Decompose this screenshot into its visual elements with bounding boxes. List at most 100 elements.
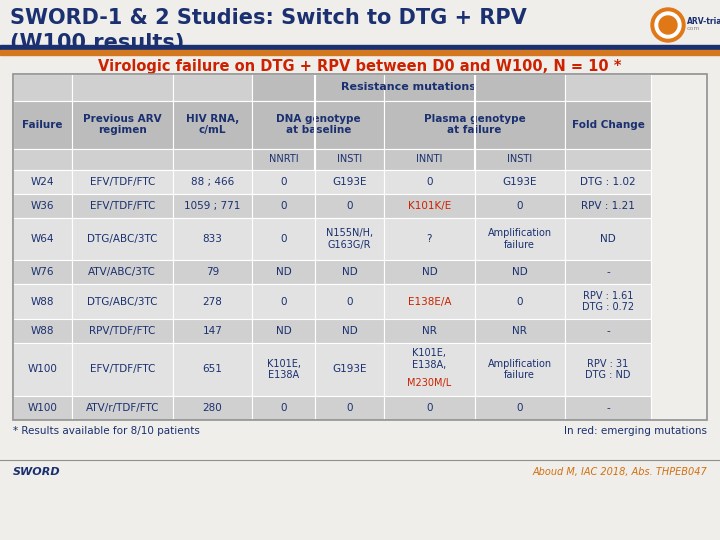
Bar <box>253 100 384 148</box>
Text: 278: 278 <box>202 296 222 307</box>
Bar <box>253 260 315 284</box>
Bar <box>253 194 315 218</box>
Bar <box>173 343 253 396</box>
Text: EFV/TDF/FTC: EFV/TDF/FTC <box>89 364 155 374</box>
Text: W64: W64 <box>31 234 54 244</box>
Bar <box>72 396 173 420</box>
Text: N155N/H,
G163G/R: N155N/H, G163G/R <box>326 228 373 250</box>
Bar <box>72 343 173 396</box>
Text: SWORD-1 & 2 Studies: Switch to DTG + RPV: SWORD-1 & 2 Studies: Switch to DTG + RPV <box>10 8 527 28</box>
Text: ND: ND <box>276 267 292 277</box>
Text: 0: 0 <box>346 296 353 307</box>
Bar <box>474 343 564 396</box>
Text: RPV : 1.61
DTG : 0.72: RPV : 1.61 DTG : 0.72 <box>582 291 634 312</box>
Bar <box>72 74 173 100</box>
Text: 0: 0 <box>426 403 433 413</box>
Bar <box>253 319 315 343</box>
Text: NR: NR <box>422 326 437 336</box>
Text: Resistance mutations: Resistance mutations <box>341 82 476 92</box>
Bar <box>315 148 384 170</box>
Bar <box>474 74 564 100</box>
Bar <box>173 260 253 284</box>
Bar <box>72 170 173 194</box>
Text: 1059 ; 771: 1059 ; 771 <box>184 201 240 211</box>
Bar <box>13 284 72 319</box>
Bar <box>13 100 72 148</box>
Text: ARV-trials: ARV-trials <box>687 17 720 26</box>
Bar <box>384 194 474 218</box>
Bar <box>13 396 72 420</box>
Bar <box>564 284 652 319</box>
Text: G193E: G193E <box>333 177 366 187</box>
Text: HIV RNA,
c/mL: HIV RNA, c/mL <box>186 114 239 136</box>
Bar <box>253 170 315 194</box>
Text: G193E: G193E <box>333 364 366 374</box>
Text: 0: 0 <box>516 201 523 211</box>
Bar <box>0 45 720 50</box>
Bar <box>13 74 707 420</box>
Text: 0: 0 <box>516 296 523 307</box>
Text: M230M/L: M230M/L <box>408 378 451 388</box>
Text: (W100 results): (W100 results) <box>10 33 184 53</box>
Bar <box>564 260 652 284</box>
Bar <box>173 170 253 194</box>
Bar <box>474 194 564 218</box>
Bar <box>72 260 173 284</box>
Bar <box>315 260 384 284</box>
Bar <box>384 74 474 100</box>
Bar <box>564 194 652 218</box>
Text: Aboud M, IAC 2018, Abs. THPEB047: Aboud M, IAC 2018, Abs. THPEB047 <box>532 467 707 477</box>
Text: DTG/ABC/3TC: DTG/ABC/3TC <box>87 234 158 244</box>
Text: INSTI: INSTI <box>337 154 362 164</box>
Bar <box>72 148 173 170</box>
Text: 0: 0 <box>516 403 523 413</box>
Text: EFV/TDF/FTC: EFV/TDF/FTC <box>89 201 155 211</box>
Text: W36: W36 <box>31 201 54 211</box>
Bar <box>384 218 474 260</box>
Text: 0: 0 <box>280 403 287 413</box>
Text: 280: 280 <box>202 403 222 413</box>
Bar <box>315 343 384 396</box>
Bar <box>173 284 253 319</box>
Bar <box>315 319 384 343</box>
Text: RPV : 31
DTG : ND: RPV : 31 DTG : ND <box>585 359 631 380</box>
Text: Virologic failure on DTG + RPV between D0 and W100, N = 10 *: Virologic failure on DTG + RPV between D… <box>98 59 622 74</box>
Bar <box>384 100 564 148</box>
Bar <box>315 194 384 218</box>
Text: INSTI: INSTI <box>507 154 532 164</box>
Bar <box>13 194 72 218</box>
Text: W76: W76 <box>31 267 54 277</box>
Text: EFV/TDF/FTC: EFV/TDF/FTC <box>89 177 155 187</box>
Bar <box>173 396 253 420</box>
Bar <box>13 260 72 284</box>
Text: 0: 0 <box>346 201 353 211</box>
Bar <box>564 170 652 194</box>
Text: W88: W88 <box>31 326 54 336</box>
Text: 0: 0 <box>280 201 287 211</box>
Bar <box>564 319 652 343</box>
Bar <box>384 396 474 420</box>
Bar <box>384 284 474 319</box>
Bar <box>384 148 474 170</box>
Wedge shape <box>655 12 681 38</box>
Text: -: - <box>606 267 610 277</box>
Text: Amplification
failure: Amplification failure <box>487 228 552 250</box>
Text: ATV/r/TDF/FTC: ATV/r/TDF/FTC <box>86 403 159 413</box>
Text: W100: W100 <box>27 364 58 374</box>
Bar <box>72 218 173 260</box>
Bar <box>72 284 173 319</box>
Text: com: com <box>687 26 701 31</box>
Bar <box>13 148 72 170</box>
Text: DTG : 1.02: DTG : 1.02 <box>580 177 636 187</box>
Bar <box>474 396 564 420</box>
Bar <box>315 284 384 319</box>
Text: ATV/ABC/3TC: ATV/ABC/3TC <box>89 267 156 277</box>
Bar <box>564 74 652 100</box>
Text: 0: 0 <box>426 177 433 187</box>
Bar <box>173 148 253 170</box>
Bar <box>13 170 72 194</box>
Bar <box>384 170 474 194</box>
Bar <box>315 170 384 194</box>
Text: Plasma genotype
at failure: Plasma genotype at failure <box>423 114 526 136</box>
Text: ND: ND <box>421 267 437 277</box>
